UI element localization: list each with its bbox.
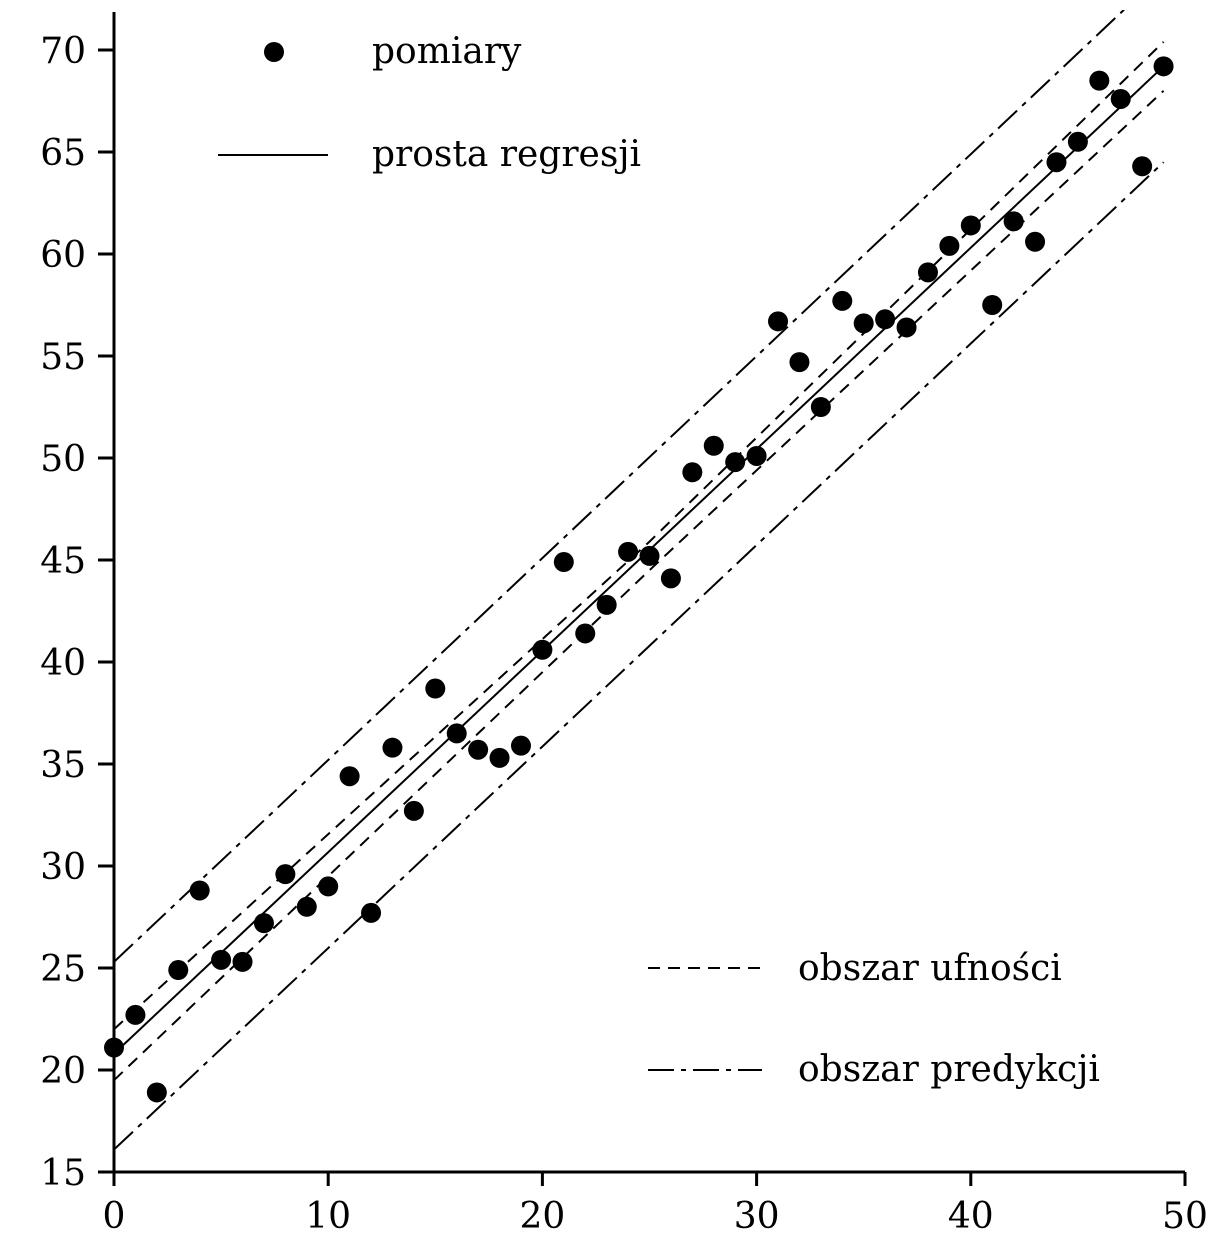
legend-top: pomiary prosta regresji	[218, 31, 641, 175]
prediction-lower-line	[114, 161, 1165, 1151]
data-point	[468, 739, 489, 760]
data-point	[875, 309, 896, 330]
plot-lines	[114, 10, 1165, 1151]
data-point	[104, 1037, 124, 1058]
legend-label-confidence: obszar ufności	[798, 948, 1062, 989]
data-point	[296, 896, 317, 917]
data-point	[618, 541, 639, 562]
data-point	[1046, 152, 1067, 173]
data-point	[1132, 156, 1153, 177]
data-point	[361, 902, 382, 923]
data-point	[146, 1082, 167, 1103]
legend-label-regression: prosta regresji	[372, 134, 641, 175]
data-point	[1067, 131, 1088, 152]
data-point	[596, 594, 617, 615]
y-tick-label: 40	[40, 643, 86, 684]
data-point	[703, 435, 724, 456]
axes	[112, 12, 1185, 1174]
data-point	[917, 262, 938, 283]
data-point	[982, 295, 1003, 315]
data-point	[211, 949, 232, 970]
legend-label-pomiary: pomiary	[372, 31, 522, 72]
data-point	[939, 235, 960, 256]
data-point	[1003, 211, 1024, 232]
data-point	[403, 800, 424, 821]
data-point	[425, 678, 446, 699]
data-point	[789, 352, 810, 373]
data-point	[832, 290, 853, 311]
data-point	[232, 951, 253, 972]
x-tick-label: 0	[103, 1196, 126, 1236]
y-tick-label: 45	[40, 541, 86, 582]
data-point	[768, 311, 789, 332]
ticks: 0 10 20 30 40 50 15 20 25 30 35 40 45 50 55 60 65 70	[40, 31, 1208, 1236]
data-point	[489, 747, 510, 768]
data-point	[682, 462, 703, 483]
prediction-upper-line	[114, 10, 1126, 963]
data-point	[1025, 231, 1046, 252]
data-point	[896, 317, 917, 338]
data-point	[1089, 70, 1110, 91]
confidence-lower-line	[114, 90, 1165, 1081]
x-tick-label: 50	[1162, 1196, 1208, 1236]
data-point	[810, 397, 831, 417]
data-point	[446, 723, 467, 744]
data-point	[339, 766, 360, 787]
data-point	[639, 545, 660, 566]
y-tick-label: 65	[40, 133, 86, 174]
data-point	[532, 639, 553, 660]
y-tick-label: 15	[40, 1153, 86, 1194]
data-point	[553, 552, 574, 573]
regression-line	[114, 65, 1165, 1055]
data-point	[1110, 88, 1131, 109]
x-tick-label: 30	[734, 1196, 780, 1236]
legend-bottom: obszar ufności obszar predykcji	[648, 948, 1100, 1090]
data-point	[660, 568, 681, 589]
y-tick-label: 60	[40, 235, 86, 276]
data-points	[104, 56, 1174, 1103]
y-tick-label: 35	[40, 745, 86, 786]
y-tick-label: 20	[40, 1051, 86, 1092]
x-tick-label: 10	[305, 1196, 351, 1236]
data-point	[960, 215, 981, 236]
data-point	[168, 960, 189, 981]
x-tick-label: 40	[948, 1196, 994, 1236]
data-point	[318, 876, 339, 897]
data-point	[1153, 56, 1174, 77]
y-tick-label: 55	[40, 337, 86, 378]
data-point	[746, 445, 767, 466]
legend-label-prediction: obszar predykcji	[798, 1049, 1100, 1090]
x-tick-label: 20	[519, 1196, 565, 1236]
legend-point-marker	[264, 42, 284, 62]
confidence-upper-line	[114, 41, 1165, 1030]
y-tick-label: 30	[40, 847, 86, 888]
data-point	[725, 452, 746, 473]
data-point	[125, 1004, 146, 1025]
data-point	[189, 880, 210, 901]
data-point	[853, 313, 874, 334]
data-point	[253, 913, 274, 934]
y-tick-label: 50	[40, 439, 86, 480]
data-point	[575, 623, 596, 644]
data-point	[382, 737, 403, 758]
y-tick-label: 25	[40, 949, 86, 990]
y-tick-label: 70	[40, 31, 86, 72]
data-point	[275, 864, 296, 885]
data-point	[510, 735, 531, 756]
